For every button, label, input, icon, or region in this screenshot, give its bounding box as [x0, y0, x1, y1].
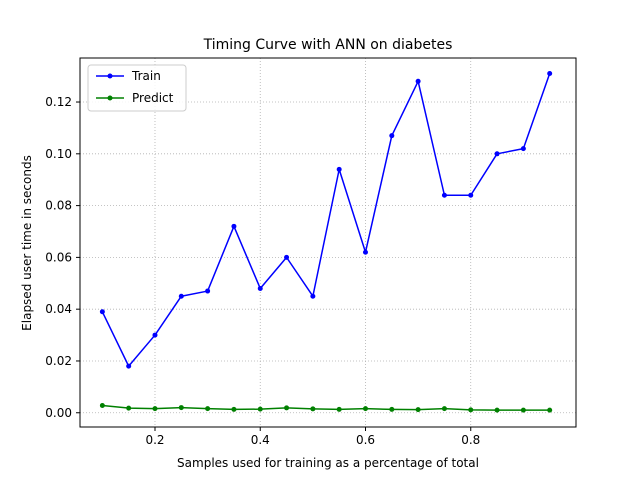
predict-data-point: [389, 406, 395, 412]
legend-marker-train: [107, 73, 113, 79]
y-tick-label: 0.10: [45, 147, 72, 161]
train-data-point: [494, 151, 500, 157]
train-data-point: [152, 332, 158, 338]
predict-data-point: [205, 406, 211, 412]
legend-label-predict: Predict: [132, 91, 174, 105]
train-data-point: [126, 363, 132, 369]
train-data-point: [415, 78, 421, 84]
predict-data-point: [284, 405, 290, 411]
predict-data-point: [152, 406, 158, 412]
chart-title: Timing Curve with ANN on diabetes: [203, 37, 453, 53]
y-tick-label: 0.02: [45, 354, 72, 368]
predict-data-point: [441, 406, 447, 412]
train-data-point: [99, 309, 105, 315]
predict-data-point: [468, 407, 474, 413]
x-tick-label: 0.4: [251, 433, 270, 447]
predict-data-point: [257, 406, 263, 412]
y-tick-label: 0.04: [45, 302, 72, 316]
predict-data-point: [178, 405, 184, 411]
predict-series-line: [102, 404, 550, 411]
legend: Train Predict: [87, 64, 187, 112]
predict-data-point: [362, 406, 368, 412]
train-data-point: [284, 254, 290, 260]
y-tick-label: 0.12: [45, 95, 72, 109]
y-axis-label: Elapsed user time in seconds: [20, 155, 34, 331]
train-data-point: [257, 285, 263, 291]
predict-data-point: [547, 407, 553, 413]
predict-data-point: [231, 406, 237, 412]
train-data-point: [520, 146, 526, 152]
predict-data-point: [336, 406, 342, 412]
y-tick-label: 0.06: [45, 250, 72, 264]
train-data-point: [547, 71, 553, 77]
train-data-point: [362, 249, 368, 255]
y-tick-label: 0.08: [45, 199, 72, 213]
axis-ticks: 0.2 0.4 0.6 0.8 0.00 0.02 0.04 0.06 0.08 0.10 0.12: [45, 95, 480, 447]
predict-data-point: [415, 407, 421, 413]
y-tick-label: 0.00: [45, 406, 72, 420]
train-data-point: [231, 223, 237, 229]
predict-data-point: [126, 405, 132, 411]
x-tick-label: 0.8: [461, 433, 480, 447]
train-data-point: [336, 166, 342, 172]
legend-marker-predict: [107, 95, 113, 101]
data-series: [99, 71, 553, 413]
train-data-point: [389, 133, 395, 139]
plot-frame: [79, 57, 577, 428]
train-series-line: [101, 73, 551, 367]
x-tick-label: 0.6: [356, 433, 375, 447]
x-axis-label: Samples used for training as a percentag…: [177, 456, 479, 470]
predict-data-point: [310, 406, 316, 412]
x-tick-label: 0.2: [145, 433, 164, 447]
train-data-point: [178, 293, 184, 299]
train-data-point: [441, 192, 447, 198]
legend-label-train: Train: [131, 69, 161, 83]
predict-data-point: [520, 407, 526, 413]
train-data-point: [205, 288, 211, 294]
train-data-point: [310, 293, 316, 299]
predict-data-point: [494, 407, 500, 413]
train-data-point: [468, 192, 474, 198]
predict-data-point: [99, 403, 105, 409]
